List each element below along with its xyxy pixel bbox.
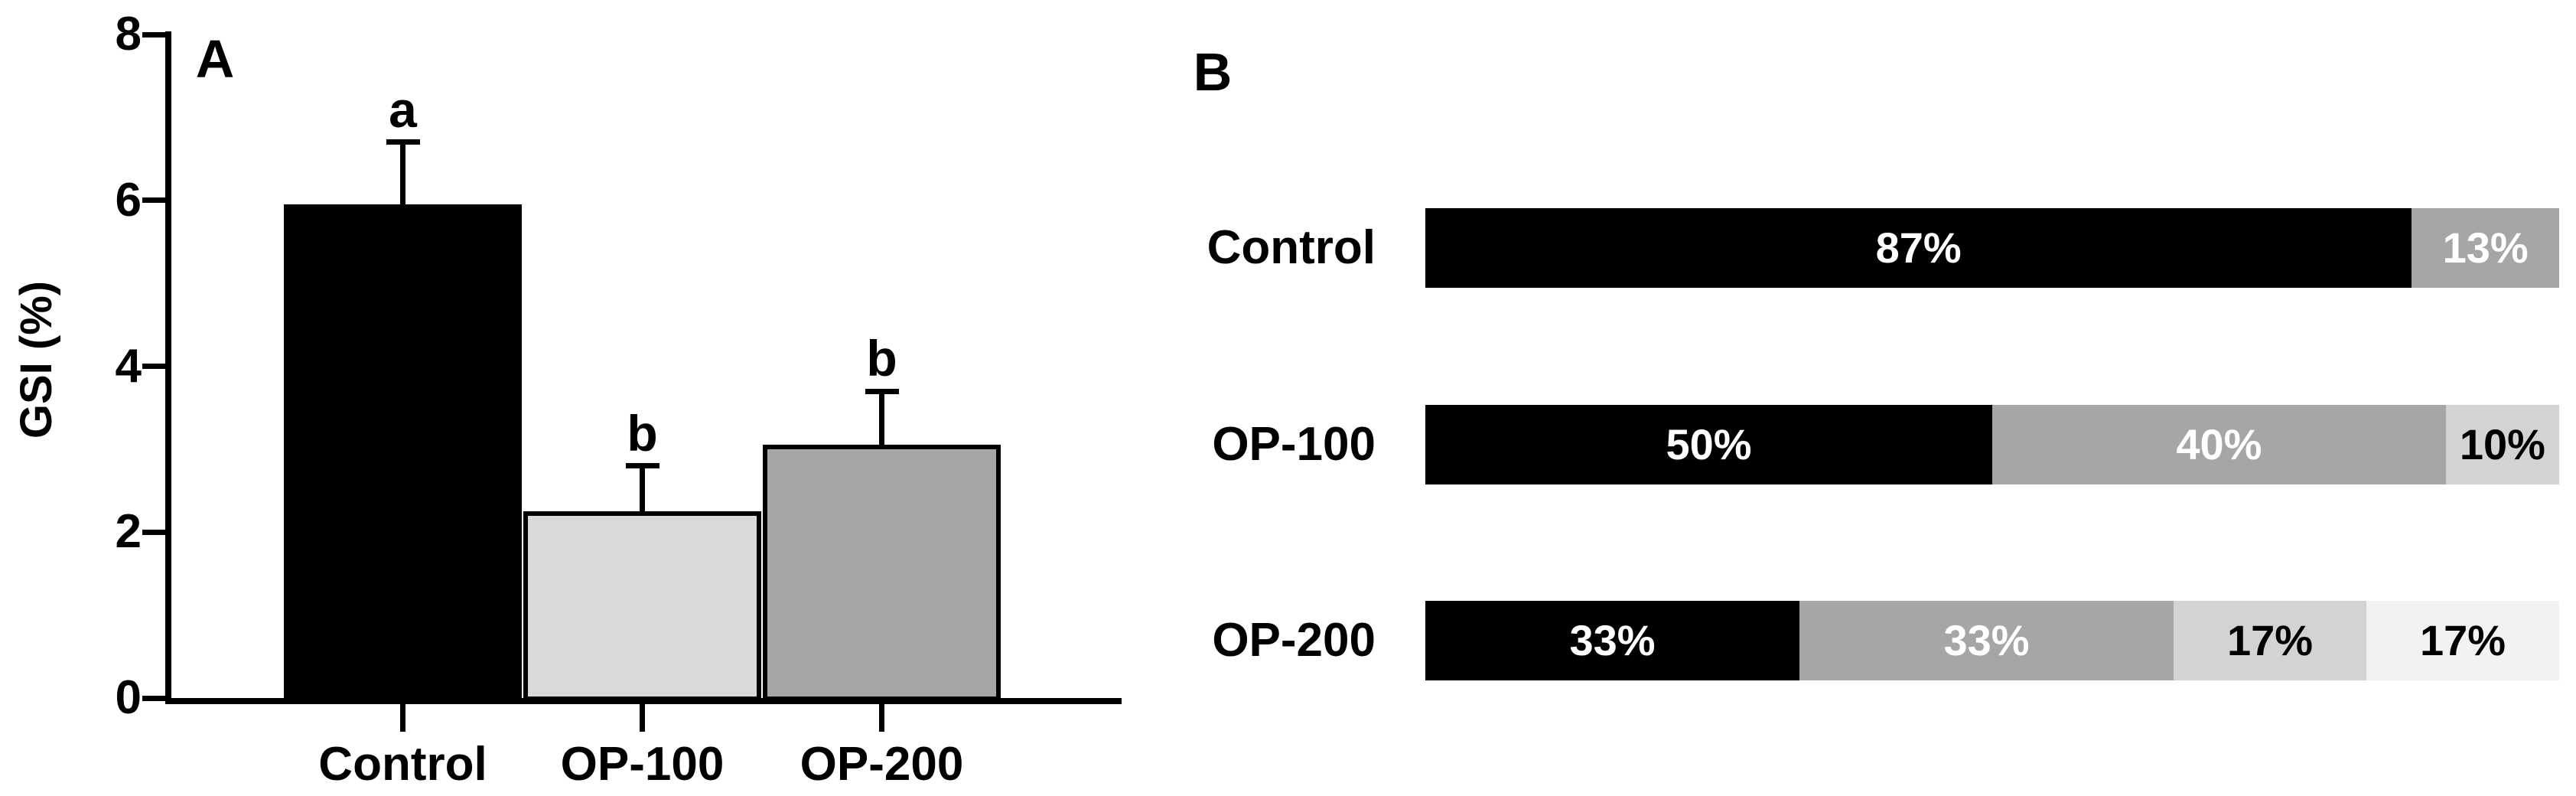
x-tick bbox=[640, 704, 645, 732]
panel-b-letter: B bbox=[1193, 42, 1233, 102]
y-tick bbox=[142, 31, 165, 38]
y-tick-label: 0 bbox=[115, 671, 142, 724]
bar-segment-label: 87% bbox=[1875, 223, 1962, 272]
stacked-bar-row-control: 87% 13% bbox=[1425, 208, 2559, 288]
significance-letter: a bbox=[389, 80, 417, 138]
bar-segment: 13% bbox=[2412, 208, 2559, 288]
row-label-control: Control bbox=[1207, 221, 1376, 274]
error-bar-whisker bbox=[400, 142, 405, 205]
y-tick-label: 8 bbox=[115, 8, 142, 60]
bar-segment-label: 13% bbox=[2442, 223, 2529, 272]
error-bar-whisker bbox=[879, 391, 884, 445]
bar-segment: 33% bbox=[1425, 601, 1800, 680]
bar-segment: 17% bbox=[2174, 601, 2367, 680]
significance-letter: b bbox=[866, 330, 897, 387]
bar-segment: 40% bbox=[1992, 404, 2446, 484]
x-axis-category-label: Control bbox=[318, 738, 487, 791]
panel-b: B Control 87% 13% OP-100 50% 40% 10% OP-200 33% 3… bbox=[1148, 0, 2576, 796]
y-tick-label: 2 bbox=[115, 505, 142, 559]
y-axis-line bbox=[165, 31, 171, 704]
y-tick bbox=[142, 695, 165, 701]
bar-op-200 bbox=[763, 445, 1001, 701]
row-label-op-100: OP-100 bbox=[1212, 417, 1376, 471]
x-tick bbox=[400, 704, 405, 732]
bar-segment: 17% bbox=[2366, 601, 2559, 680]
significance-letter: b bbox=[627, 404, 658, 462]
x-axis-category-label: OP-100 bbox=[560, 738, 725, 791]
bar-segment-label: 33% bbox=[1943, 616, 2030, 664]
bar-control bbox=[284, 204, 522, 701]
bar-segment-label: 10% bbox=[2459, 419, 2545, 468]
y-tick bbox=[142, 529, 165, 535]
y-tick bbox=[142, 364, 165, 369]
bar-segment-label: 17% bbox=[2227, 616, 2314, 664]
bar-op-100 bbox=[523, 511, 761, 701]
y-tick bbox=[142, 197, 165, 204]
error-bar-whisker bbox=[640, 465, 645, 512]
bar-segment: 87% bbox=[1425, 208, 2412, 288]
bar-segment-label: 40% bbox=[2176, 419, 2262, 468]
bar-segment-label: 50% bbox=[1666, 419, 1752, 468]
stacked-bar-row-op-100: 50% 40% 10% bbox=[1425, 404, 2559, 484]
error-bar-cap bbox=[865, 388, 899, 394]
bar-segment: 50% bbox=[1425, 404, 1992, 484]
panel-a-letter: A bbox=[195, 29, 235, 89]
bar-segment-label: 33% bbox=[1569, 616, 1656, 664]
error-bar-cap bbox=[625, 463, 659, 469]
y-tick-label: 4 bbox=[115, 339, 142, 393]
error-bar-cap bbox=[386, 139, 420, 145]
bar-segment-label: 17% bbox=[2419, 616, 2506, 664]
y-tick-label: 6 bbox=[115, 173, 142, 227]
row-label-op-200: OP-200 bbox=[1212, 614, 1376, 667]
x-axis-line bbox=[165, 698, 1122, 704]
x-axis-category-label: OP-200 bbox=[800, 738, 964, 791]
bar-segment: 10% bbox=[2445, 404, 2559, 484]
x-tick bbox=[879, 704, 884, 732]
stacked-bar-row-op-200: 33% 33% 17% 17% bbox=[1425, 601, 2559, 680]
bar-segment: 33% bbox=[1799, 601, 2174, 680]
panel-a: A GSI (%) 0 2 4 6 8 a Control b OP-100 b OP-200 bbox=[0, 0, 1148, 796]
